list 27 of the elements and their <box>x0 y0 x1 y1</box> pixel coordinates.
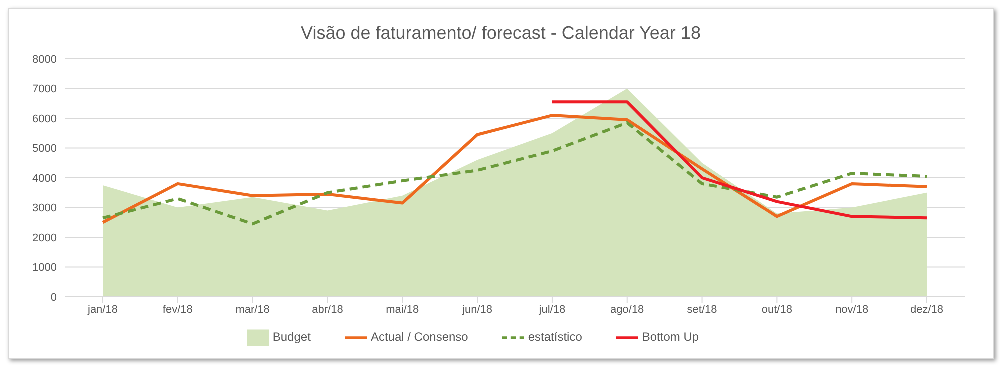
y-tick-label: 8000 <box>32 54 57 66</box>
y-tick-label: 4000 <box>32 172 57 185</box>
x-tick-label: nov/18 <box>836 304 869 316</box>
chart-title: Visão de faturamento/ forecast - Calendar Year 18 <box>300 23 702 45</box>
x-tick-label: dez/18 <box>910 304 944 316</box>
legend-label: Budget <box>272 330 311 344</box>
x-tick-label: jan/18 <box>87 304 118 316</box>
y-tick-label: 2000 <box>32 232 57 244</box>
x-tick-label: ago/18 <box>610 304 644 316</box>
x-tick-label: fev/18 <box>162 304 193 316</box>
x-tick-label: abr/18 <box>312 304 344 316</box>
legend-label: Actual / Consenso <box>370 330 468 344</box>
legend-label: estatístico <box>528 330 582 344</box>
x-tick-label: jun/18 <box>462 304 493 316</box>
x-tick-label: jul/18 <box>538 304 566 316</box>
y-tick-label: 6000 <box>32 113 57 126</box>
y-tick-label: 7000 <box>32 84 57 96</box>
x-tick-label: mai/18 <box>386 304 420 316</box>
line-series <box>550 100 928 220</box>
y-tick-label: 5000 <box>32 143 57 156</box>
legend-label: Bottom Up <box>642 330 700 344</box>
x-tick-label: out/18 <box>762 304 792 316</box>
x-tick-label: mar/18 <box>236 304 270 316</box>
x-tick-label: set/18 <box>687 304 718 316</box>
y-tick-label: 0 <box>50 292 57 304</box>
y-tick-label: 1000 <box>32 262 57 274</box>
y-tick-label: 3000 <box>32 202 57 215</box>
